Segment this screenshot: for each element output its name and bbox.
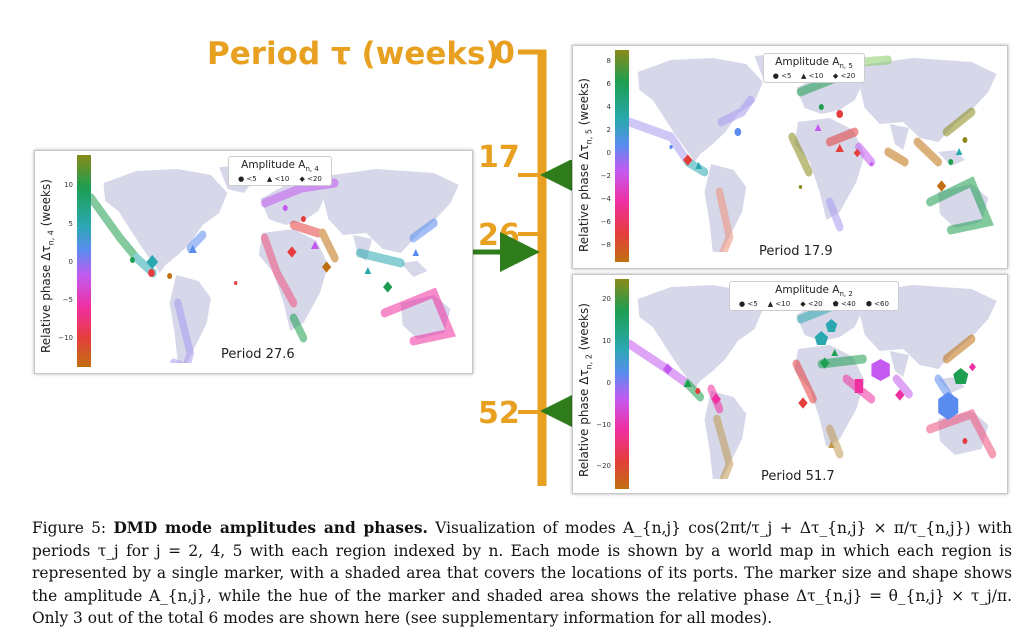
colorbar-label-mode-2: Relative phase Δτn, 2 (weeks)	[577, 303, 594, 477]
legend-item: ▲ <10	[800, 72, 824, 81]
legend-item: ◆ <20	[299, 175, 322, 184]
legend-item: ⬟ <40	[832, 300, 856, 309]
legend-mode-4: Amplitude An, 4 ● <5 ▲ <10 ◆ <20	[228, 156, 332, 186]
legend-item: ▲ <10	[767, 300, 791, 309]
colorbar-tick: 10	[602, 337, 611, 345]
period-label-mode-4: Period 27.6	[221, 347, 295, 362]
colorbar-tick: −2	[600, 172, 611, 180]
marker	[146, 254, 159, 270]
colorbar-mode-4	[77, 155, 91, 367]
legend-item: ● <5	[772, 72, 792, 81]
colorbar-mode-2	[615, 279, 629, 489]
caption-text: Visualization of modes A_{n,j} cos(2πt/τ…	[32, 519, 1012, 627]
colorbar-mode-5	[615, 50, 629, 262]
colorbar-tick: 0	[606, 149, 611, 157]
panel-mode-4: Period 27.6 10 5 0 −5 −10 Relative phase…	[34, 150, 473, 374]
colorbar-tick: −20	[596, 462, 611, 470]
figure-caption: Figure 5: DMD mode amplitudes and phases…	[32, 517, 1012, 630]
colorbar-label-mode-5: Relative phase Δτn, 5 (weeks)	[577, 78, 594, 252]
legend-item: ◆ <20	[800, 300, 823, 309]
panel-mode-2: Period 51.7 20 10 0 −10 −20 Relative pha…	[572, 274, 1008, 494]
arrows	[470, 160, 578, 427]
colorbar-tick: −6	[600, 218, 611, 226]
figure-number: Figure 5:	[32, 519, 107, 537]
colorbar-tick: 5	[68, 220, 73, 228]
period-label-mode-5: Period 17.9	[759, 244, 833, 259]
period-label-mode-2: Period 51.7	[761, 469, 835, 484]
colorbar-tick: 8	[606, 57, 611, 65]
colorbar-tick: −10	[58, 334, 73, 342]
timeline-tick-52: 52	[478, 396, 520, 431]
timeline-tick-17: 17	[478, 140, 520, 175]
colorbar-tick: −4	[600, 195, 611, 203]
world-map-mode-2	[625, 281, 997, 479]
world-map-mode-4	[87, 165, 459, 363]
colorbar-tick: 2	[606, 126, 611, 134]
colorbar-tick: 20	[602, 295, 611, 303]
colorbar-tick: −10	[596, 421, 611, 429]
legend-item: ● <5	[238, 175, 257, 184]
colorbar-tick: 0	[606, 379, 611, 387]
legend-item: ● <5	[739, 300, 758, 309]
legend-item: ⬢ <60	[865, 300, 889, 309]
legend-mode-2: Amplitude An, 2 ● <5 ▲ <10 ◆ <20 ⬟ <40 ⬢…	[729, 281, 899, 311]
colorbar-tick: 4	[606, 103, 611, 111]
colorbar-tick: 6	[606, 80, 611, 88]
panel-mode-5: Period 17.9 8 6 4 2 0 −2 −4 −6 −8 Relati…	[572, 45, 1008, 269]
timeline-tick-0: 0	[494, 36, 515, 71]
colorbar-tick: 0	[68, 258, 73, 266]
legend-item: ◆ <20	[832, 72, 856, 81]
timeline-title: Period τ (weeks)	[207, 36, 500, 72]
colorbar-tick: −5	[62, 296, 73, 304]
caption-title: DMD mode amplitudes and phases.	[113, 519, 428, 537]
legend-mode-5: Amplitude An, 5 ● <5 ▲ <10 ◆ <20	[763, 53, 865, 83]
colorbar-tick: −8	[600, 241, 611, 249]
legend-item: ▲ <10	[266, 175, 290, 184]
colorbar-label-mode-4: Relative phase Δτn, 4 (weeks)	[39, 179, 56, 353]
colorbar-tick: 10	[64, 181, 73, 189]
